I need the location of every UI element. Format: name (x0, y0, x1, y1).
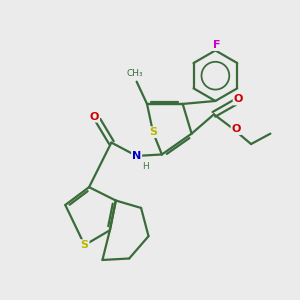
Text: O: O (90, 112, 99, 122)
Text: CH₃: CH₃ (127, 69, 143, 78)
Text: O: O (232, 124, 241, 134)
Text: S: S (81, 240, 88, 250)
Text: H: H (142, 162, 149, 171)
Text: O: O (234, 94, 243, 104)
Text: N: N (132, 151, 141, 161)
Text: S: S (149, 127, 157, 137)
Text: F: F (213, 40, 220, 50)
